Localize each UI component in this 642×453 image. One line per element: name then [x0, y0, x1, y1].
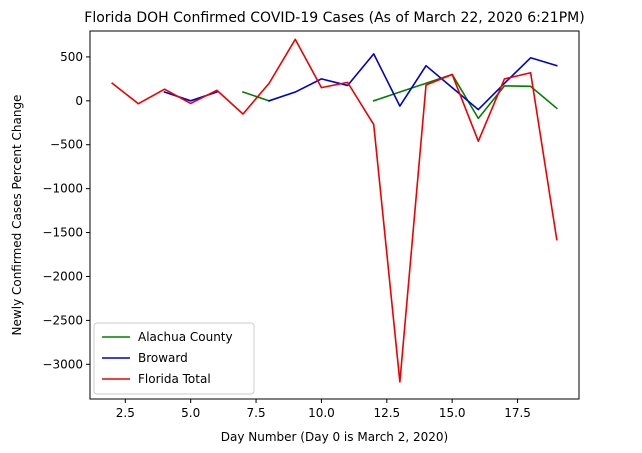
x-tick-label: 2.5 [116, 406, 135, 420]
y-tick-label: −1500 [42, 226, 83, 240]
legend-entry-label: Florida Total [138, 372, 211, 386]
legend-entry-label: Broward [138, 351, 188, 365]
series-line-alachua-county-1 [372, 73, 558, 120]
y-tick-label: −2000 [42, 269, 83, 283]
x-tick-label: 17.5 [504, 406, 531, 420]
y-tick-label: 500 [60, 50, 83, 64]
y-tick-label: −3000 [42, 357, 83, 371]
series-line-alachua-county-0 [241, 91, 271, 102]
x-tick-label: 5.0 [181, 406, 200, 420]
y-axis: 500 0 −500 −1000 −1500 −2000 −2500 −3000 [42, 50, 90, 371]
plot-frame [89, 30, 580, 400]
series-layer [111, 38, 558, 383]
y-tick-label: 0 [75, 94, 83, 108]
legend-box [93, 322, 255, 395]
x-tick-label: 15.0 [439, 406, 466, 420]
x-axis: 2.5 5.0 7.5 10.0 12.5 15.0 17.5 [116, 399, 531, 420]
y-axis-label: Newly Confirmed Cases Percent Change [10, 95, 24, 336]
y-tick-label: −1000 [42, 182, 83, 196]
legend-entry-label: Alachua County [138, 330, 233, 344]
series-line-florida-total-0 [111, 38, 558, 383]
x-tick-label: 7.5 [247, 406, 266, 420]
legend: Alachua County Broward Florida Total [93, 322, 255, 395]
x-axis-label: Day Number (Day 0 is March 2, 2020) [221, 430, 448, 444]
chart-title: Florida DOH Confirmed COVID-19 Cases (As… [84, 10, 584, 26]
y-tick-label: −2500 [42, 313, 83, 327]
series-line-broward-1 [268, 53, 558, 111]
x-tick-label: 12.5 [373, 406, 400, 420]
x-tick-label: 10.0 [308, 406, 335, 420]
y-tick-label: −500 [50, 138, 83, 152]
